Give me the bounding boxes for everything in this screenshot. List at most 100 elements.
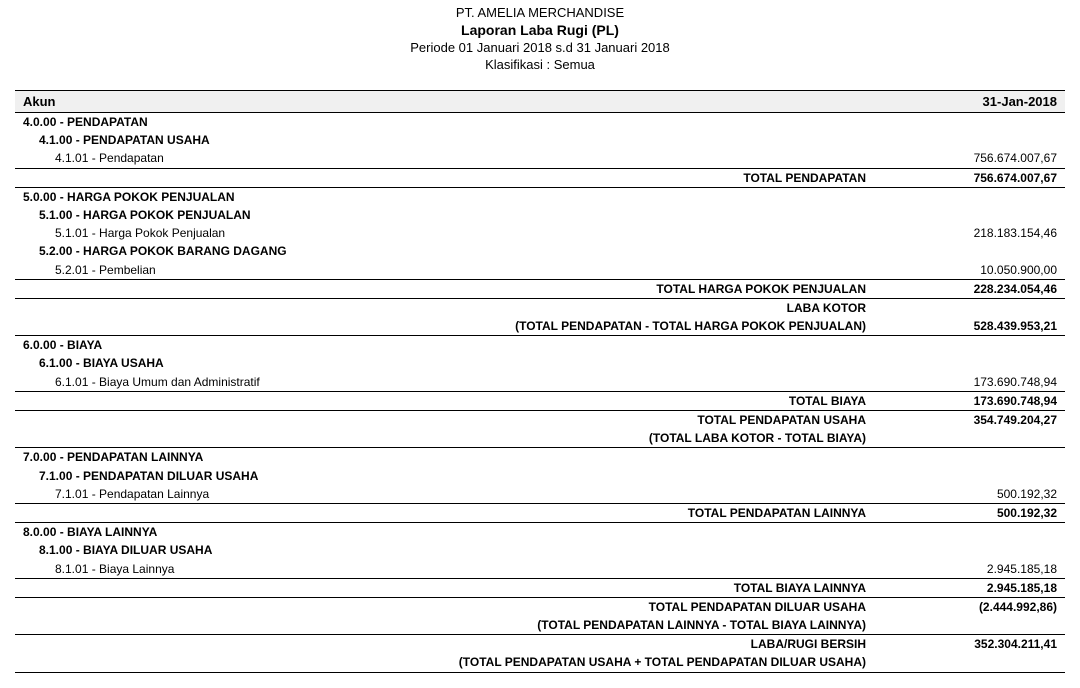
table-row: 6.0.00 - BIAYA [15, 336, 1065, 355]
table-row: 5.0.00 - HARGA POKOK PENJUALAN [15, 187, 1065, 206]
spacer [15, 429, 330, 448]
table-row: (TOTAL LABA KOTOR - TOTAL BIAYA) [15, 429, 1065, 448]
spacer [15, 597, 330, 616]
item-label: 5.1.01 - Harga Pokok Penjualan [15, 224, 876, 242]
section-label: 5.2.00 - HARGA POKOK BARANG DAGANG [15, 242, 1065, 260]
total-amount: 352.304.211,41 [876, 635, 1065, 654]
spacer [15, 298, 330, 317]
total-label: (TOTAL PENDAPATAN LAINNYA - TOTAL BIAYA … [330, 616, 876, 635]
table-row: (TOTAL PENDAPATAN USAHA + TOTAL PENDAPAT… [15, 653, 1065, 672]
table-row: 5.2.01 - Pembelian10.050.900,00 [15, 261, 1065, 280]
table-row: 5.2.00 - HARGA POKOK BARANG DAGANG [15, 242, 1065, 260]
item-label: 6.1.01 - Biaya Umum dan Administratif [15, 373, 876, 392]
total-label: (TOTAL PENDAPATAN - TOTAL HARGA POKOK PE… [330, 317, 876, 336]
table-row: 5.1.00 - HARGA POKOK PENJUALAN [15, 206, 1065, 224]
table-row: 7.1.01 - Pendapatan Lainnya500.192,32 [15, 485, 1065, 504]
section-label: 6.0.00 - BIAYA [15, 336, 1065, 355]
total-label: TOTAL PENDAPATAN DILUAR USAHA [330, 597, 876, 616]
spacer [15, 635, 330, 654]
col-account: Akun [15, 91, 876, 113]
company-name: PT. AMELIA MERCHANDISE [15, 5, 1065, 20]
section-label: 4.1.00 - PENDAPATAN USAHA [15, 131, 1065, 149]
spacer [15, 168, 330, 187]
table-row: 4.1.00 - PENDAPATAN USAHA [15, 131, 1065, 149]
section-label: 7.0.00 - PENDAPATAN LAINNYA [15, 448, 1065, 467]
table-row: TOTAL PENDAPATAN USAHA354.749.204,27 [15, 411, 1065, 430]
col-date: 31-Jan-2018 [876, 91, 1065, 113]
total-amount: 756.674.007,67 [876, 168, 1065, 187]
table-row: TOTAL BIAYA LAINNYA2.945.185,18 [15, 578, 1065, 597]
table-header-row: Akun 31-Jan-2018 [15, 91, 1065, 113]
spacer [15, 411, 330, 430]
table-row: 8.1.00 - BIAYA DILUAR USAHA [15, 541, 1065, 559]
total-label: LABA KOTOR [330, 298, 876, 317]
report-period: Periode 01 Januari 2018 s.d 31 Januari 2… [15, 40, 1065, 55]
table-row: LABA KOTOR [15, 298, 1065, 317]
total-label: (TOTAL LABA KOTOR - TOTAL BIAYA) [330, 429, 876, 448]
item-amount: 10.050.900,00 [876, 261, 1065, 280]
section-label: 5.0.00 - HARGA POKOK PENJUALAN [15, 187, 1065, 206]
total-label: TOTAL HARGA POKOK PENJUALAN [330, 279, 876, 298]
section-label: 5.1.00 - HARGA POKOK PENJUALAN [15, 206, 1065, 224]
total-amount: 500.192,32 [876, 503, 1065, 522]
total-amount: 2.945.185,18 [876, 578, 1065, 597]
total-amount: 354.749.204,27 [876, 411, 1065, 430]
section-label: 8.1.00 - BIAYA DILUAR USAHA [15, 541, 1065, 559]
item-label: 5.2.01 - Pembelian [15, 261, 876, 280]
total-amount: (2.444.992,86) [876, 597, 1065, 616]
section-label: 7.1.00 - PENDAPATAN DILUAR USAHA [15, 467, 1065, 485]
table-row: 6.1.00 - BIAYA USAHA [15, 354, 1065, 372]
item-amount: 218.183.154,46 [876, 224, 1065, 242]
item-label: 8.1.01 - Biaya Lainnya [15, 560, 876, 579]
table-row: 7.1.00 - PENDAPATAN DILUAR USAHA [15, 467, 1065, 485]
item-label: 4.1.01 - Pendapatan [15, 149, 876, 168]
spacer [15, 279, 330, 298]
total-label: TOTAL BIAYA [330, 391, 876, 410]
table-row: 4.0.00 - PENDAPATAN [15, 113, 1065, 132]
item-amount: 756.674.007,67 [876, 149, 1065, 168]
table-row: 7.0.00 - PENDAPATAN LAINNYA [15, 448, 1065, 467]
total-amount [876, 298, 1065, 317]
item-label: 7.1.01 - Pendapatan Lainnya [15, 485, 876, 504]
table-row: 5.1.01 - Harga Pokok Penjualan218.183.15… [15, 224, 1065, 242]
table-row: (TOTAL PENDAPATAN LAINNYA - TOTAL BIAYA … [15, 616, 1065, 635]
table-row: TOTAL HARGA POKOK PENJUALAN228.234.054,4… [15, 279, 1065, 298]
total-label: TOTAL PENDAPATAN USAHA [330, 411, 876, 430]
total-label: TOTAL BIAYA LAINNYA [330, 578, 876, 597]
report-header: PT. AMELIA MERCHANDISE Laporan Laba Rugi… [15, 5, 1065, 72]
spacer [15, 653, 330, 672]
table-row: TOTAL PENDAPATAN756.674.007,67 [15, 168, 1065, 187]
item-amount: 500.192,32 [876, 485, 1065, 504]
total-label: LABA/RUGI BERSIH [330, 635, 876, 654]
total-label: TOTAL PENDAPATAN [330, 168, 876, 187]
table-row: 6.1.01 - Biaya Umum dan Administratif173… [15, 373, 1065, 392]
table-row: TOTAL BIAYA173.690.748,94 [15, 391, 1065, 410]
total-amount: 228.234.054,46 [876, 279, 1065, 298]
item-amount: 173.690.748,94 [876, 373, 1065, 392]
table-row: 4.1.01 - Pendapatan756.674.007,67 [15, 149, 1065, 168]
section-label: 8.0.00 - BIAYA LAINNYA [15, 523, 1065, 542]
total-amount: 528.439.953,21 [876, 317, 1065, 336]
total-label: (TOTAL PENDAPATAN USAHA + TOTAL PENDAPAT… [330, 653, 876, 672]
spacer [15, 391, 330, 410]
table-row: TOTAL PENDAPATAN DILUAR USAHA(2.444.992,… [15, 597, 1065, 616]
table-row: LABA/RUGI BERSIH352.304.211,41 [15, 635, 1065, 654]
item-amount: 2.945.185,18 [876, 560, 1065, 579]
total-label: TOTAL PENDAPATAN LAINNYA [330, 503, 876, 522]
section-label: 4.0.00 - PENDAPATAN [15, 113, 1065, 132]
total-amount [876, 653, 1065, 672]
total-amount: 173.690.748,94 [876, 391, 1065, 410]
pl-table: Akun 31-Jan-2018 4.0.00 - PENDAPATAN4.1.… [15, 90, 1065, 673]
section-label: 6.1.00 - BIAYA USAHA [15, 354, 1065, 372]
report-classification: Klasifikasi : Semua [15, 57, 1065, 72]
spacer [15, 616, 330, 635]
table-row: TOTAL PENDAPATAN LAINNYA500.192,32 [15, 503, 1065, 522]
report-title: Laporan Laba Rugi (PL) [15, 22, 1065, 38]
table-row: 8.1.01 - Biaya Lainnya2.945.185,18 [15, 560, 1065, 579]
total-amount [876, 429, 1065, 448]
spacer [15, 503, 330, 522]
table-row: 8.0.00 - BIAYA LAINNYA [15, 523, 1065, 542]
total-amount [876, 616, 1065, 635]
spacer [15, 578, 330, 597]
table-row: (TOTAL PENDAPATAN - TOTAL HARGA POKOK PE… [15, 317, 1065, 336]
